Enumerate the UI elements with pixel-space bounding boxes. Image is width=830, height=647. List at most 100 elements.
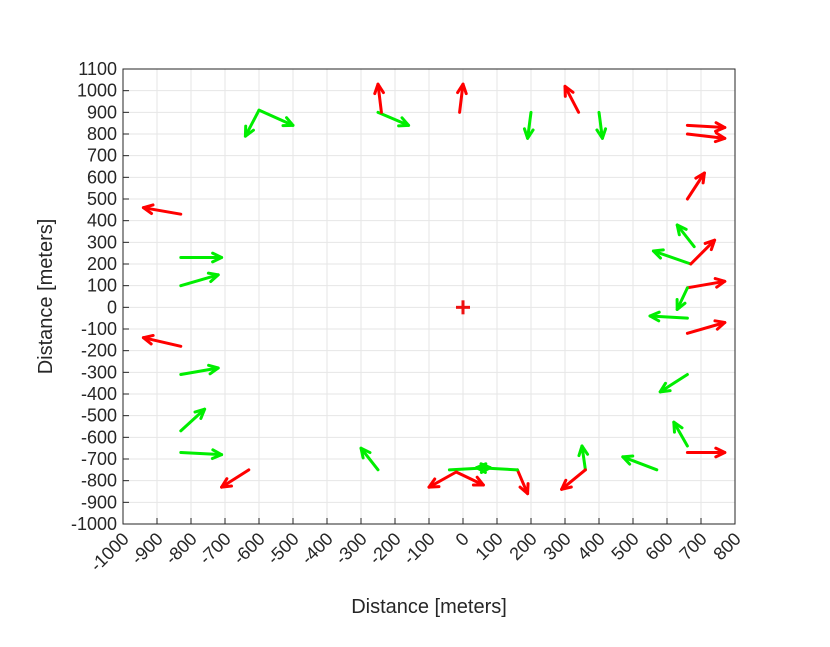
y-tick-label: 900: [87, 102, 117, 122]
red-arrow: [141, 203, 183, 216]
green-arrow: [179, 363, 220, 376]
arrow-head: [694, 171, 706, 185]
green-arrow: [651, 248, 693, 266]
arrow-head: [560, 478, 573, 491]
y-tick-label: -600: [81, 427, 117, 447]
arrow-head: [518, 482, 530, 496]
arrow-head: [211, 251, 224, 264]
y-tick-label: 700: [87, 146, 117, 166]
arrow-head: [397, 116, 411, 128]
red-arrow: [685, 319, 727, 335]
arrow-shaft: [458, 82, 465, 114]
arrow-head: [577, 444, 590, 458]
red-arrow: [456, 82, 468, 114]
y-axis-ticks: -1000-900-800-700-600-500-400-300-200-10…: [71, 59, 129, 534]
arrow-head: [522, 127, 535, 140]
arrow-head: [427, 477, 441, 489]
arrow-head: [359, 446, 372, 460]
arrow-head: [621, 454, 635, 466]
arrow-head: [713, 277, 727, 289]
arrow-head: [206, 271, 220, 284]
green-arrow: [675, 223, 696, 249]
arrow-shaft: [220, 468, 251, 489]
arrow-shaft: [515, 468, 530, 496]
arrow-shaft: [580, 444, 587, 472]
arrow-head: [220, 477, 234, 489]
green-arrow: [359, 446, 380, 472]
green-arrow: [179, 251, 224, 264]
arrow-head: [713, 319, 727, 331]
y-tick-label: -500: [81, 406, 117, 426]
red-arrow: [141, 333, 183, 348]
red-arrow: [685, 121, 727, 133]
y-tick-label: -200: [81, 341, 117, 361]
arrow-shaft: [563, 84, 581, 114]
arrow-shaft: [597, 110, 604, 140]
green-arrow: [648, 310, 689, 323]
y-tick-label: -800: [81, 471, 117, 491]
y-tick-label: 100: [87, 276, 117, 296]
arrow-shaft: [257, 108, 295, 127]
arrow-head: [471, 475, 485, 487]
red-arrow: [220, 468, 251, 489]
green-arrow: [522, 110, 535, 140]
green-arrow: [179, 407, 207, 433]
arrow-shaft: [560, 468, 587, 491]
arrow-head: [658, 381, 672, 394]
y-tick-label: -100: [81, 319, 117, 339]
arrow-head: [713, 131, 727, 144]
arrow-shaft: [179, 451, 224, 457]
arrow-head: [714, 121, 727, 133]
arrow-shaft: [672, 420, 689, 448]
green-arrow: [621, 454, 659, 472]
arrow-shaft: [675, 223, 696, 249]
arrow-shaft: [658, 373, 689, 394]
arrow-shaft: [141, 206, 183, 216]
arrow-shaft: [454, 470, 485, 487]
arrow-shaft: [179, 273, 220, 288]
x-axis-label: Distance [meters]: [351, 596, 507, 618]
arrow-head: [210, 448, 224, 461]
arrow-head: [675, 223, 688, 237]
arrow-shaft: [179, 366, 220, 376]
arrow-head: [193, 407, 207, 420]
arrow-head: [714, 446, 727, 459]
red-arrow: [373, 82, 385, 114]
arrow-head: [595, 127, 608, 140]
red-arrow: [454, 470, 485, 487]
arrow-head: [672, 420, 684, 434]
arrow-series: [141, 82, 727, 496]
arrow-shaft: [651, 249, 693, 266]
red-arrow: [515, 468, 530, 496]
arrow-head: [141, 333, 155, 346]
arrow-shaft: [685, 279, 727, 290]
green-arrow: [179, 271, 220, 288]
green-arrow: [577, 444, 590, 472]
arrow-head: [243, 124, 255, 138]
arrow-head: [141, 203, 155, 215]
arrow-shaft: [685, 132, 727, 140]
red-arrow: [685, 446, 727, 459]
green-arrow: [672, 420, 689, 448]
y-axis-label: Distance [meters]: [35, 219, 57, 375]
arrow-head: [703, 238, 717, 252]
arrow-shaft: [427, 470, 458, 489]
y-tick-label: 200: [87, 254, 117, 274]
arrow-head: [563, 84, 575, 98]
arrow-head: [456, 82, 468, 96]
y-tick-label: 500: [87, 189, 117, 209]
y-tick-label: 300: [87, 232, 117, 252]
red-arrow: [689, 238, 717, 266]
arrow-shaft: [685, 171, 706, 201]
green-arrow: [376, 110, 411, 128]
arrow-shaft: [689, 238, 717, 266]
red-arrow: [685, 277, 727, 290]
center-plus-marker: [456, 300, 470, 315]
green-arrow: [243, 108, 261, 138]
arrow-shaft: [675, 286, 689, 311]
arrow-shaft: [447, 466, 492, 472]
arrow-shaft: [376, 110, 411, 127]
arrow-head: [648, 310, 661, 323]
arrow-shaft: [526, 110, 533, 140]
